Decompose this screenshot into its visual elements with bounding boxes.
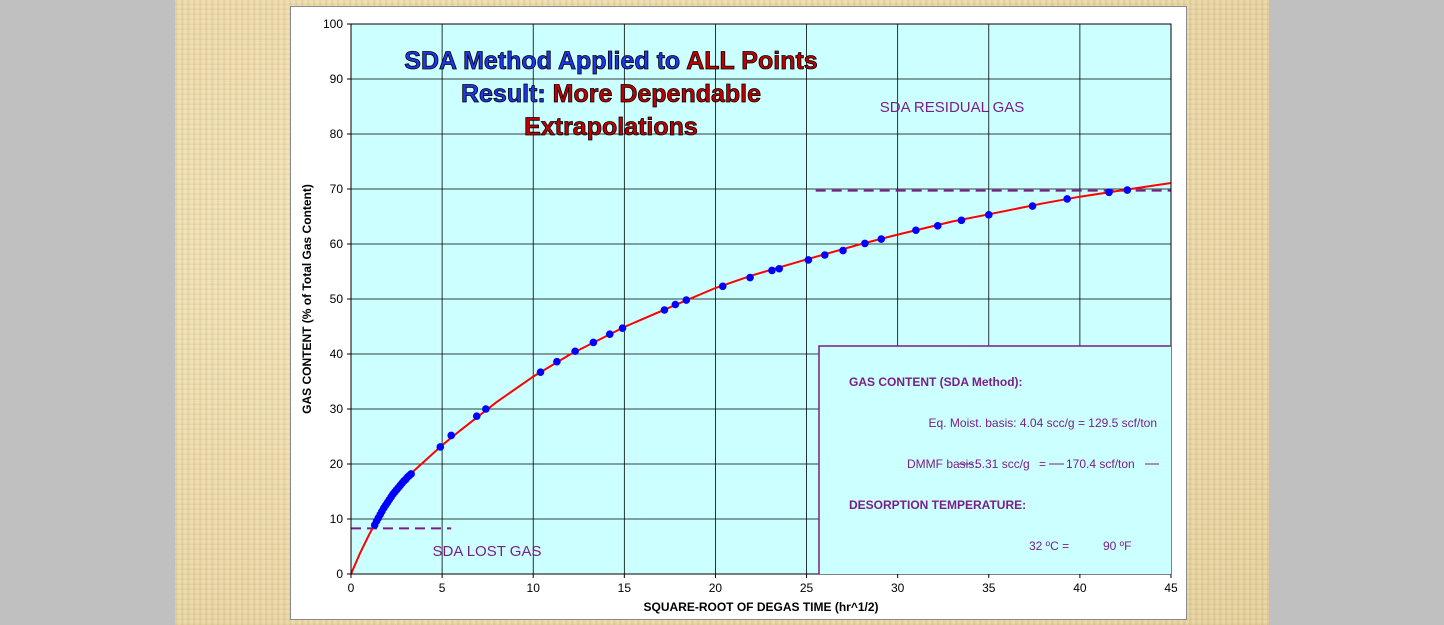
data-point xyxy=(861,239,869,248)
x-tick-label: 15 xyxy=(618,581,632,595)
data-point xyxy=(605,330,614,339)
title-segment: Extrapolations xyxy=(524,113,698,141)
info-box-dmmf-scf: 170.4 scf/ton xyxy=(1066,457,1135,471)
data-point xyxy=(589,338,598,347)
y-tick-label: 60 xyxy=(330,237,344,251)
data-point xyxy=(984,211,993,219)
y-tick-label: 50 xyxy=(330,292,344,306)
info-box-temp-celsius: 32 ºC = xyxy=(1029,539,1069,553)
y-tick-label: 80 xyxy=(330,127,344,141)
info-box-temp-fahrenheit: 90 ºF xyxy=(1103,539,1131,553)
y-tick-labels: 0 10 20 30 40 50 60 70 80 90 100 xyxy=(323,17,343,581)
y-tick-label: 30 xyxy=(330,402,344,416)
title-line-1: SDA Method Applied to ALL Points xyxy=(404,47,817,75)
data-point xyxy=(933,222,942,230)
data-point xyxy=(957,216,966,225)
title-segment: SDA Method Applied to xyxy=(404,47,686,75)
data-point xyxy=(553,357,561,366)
info-box-dmmf-scc: 5.31 scc/g xyxy=(975,457,1030,471)
residual-gas-label: SDA RESIDUAL GAS xyxy=(880,99,1025,116)
y-tick-label: 100 xyxy=(323,17,343,31)
info-box-eq-moist-row: Eq. Moist. basis: 4.04 scc/g = 129.5 scf… xyxy=(929,416,1157,430)
data-point xyxy=(660,306,669,314)
data-point xyxy=(746,273,754,282)
x-tick-label: 10 xyxy=(527,581,541,595)
data-point xyxy=(839,246,847,255)
x-axis-label: SQUARE-ROOT OF DEGAS TIME (hr^1/2) xyxy=(643,600,878,614)
data-point xyxy=(447,431,456,440)
data-point xyxy=(804,256,813,264)
y-tick-label: 70 xyxy=(330,182,344,196)
data-point xyxy=(571,347,579,356)
data-point xyxy=(671,300,680,309)
x-tick-label: 0 xyxy=(348,581,355,595)
title-segment: More Dependable xyxy=(553,80,761,108)
data-point xyxy=(618,324,627,332)
info-box-background xyxy=(819,346,1171,574)
y-tick-label: 0 xyxy=(336,567,343,581)
data-point xyxy=(407,470,415,478)
data-point xyxy=(682,296,691,304)
x-tick-label: 35 xyxy=(982,581,996,595)
title-line-2: Result: More Dependable xyxy=(461,80,761,108)
x-tick-label: 30 xyxy=(891,581,905,595)
data-points xyxy=(370,186,1132,529)
x-tick-label: 40 xyxy=(1073,581,1087,595)
y-tick-label: 10 xyxy=(330,512,344,526)
y-tick-label: 90 xyxy=(330,72,344,86)
data-point xyxy=(1105,188,1113,197)
chart-frame: 0 5 10 15 20 25 30 35 40 45 0 10 20 30 40 50 60 70 80 90 10… xyxy=(290,6,1187,620)
x-tick-label: 45 xyxy=(1164,581,1178,595)
y-tick-label: 20 xyxy=(330,457,344,471)
data-point xyxy=(912,226,920,235)
info-box-dmmf-eq: = xyxy=(1039,457,1046,471)
data-point xyxy=(1123,186,1132,194)
x-tick-label: 20 xyxy=(709,581,723,595)
lost-gas-label: SDA LOST GAS xyxy=(433,543,542,560)
gas-content-chart: 0 5 10 15 20 25 30 35 40 45 0 10 20 30 40 50 60 70 80 90 10… xyxy=(300,17,1178,614)
y-tick-label: 40 xyxy=(330,347,344,361)
x-tick-label: 5 xyxy=(439,581,446,595)
data-point xyxy=(820,251,829,259)
data-point xyxy=(1028,202,1037,210)
info-box-border xyxy=(818,345,1171,574)
data-point xyxy=(877,235,886,243)
data-point xyxy=(1063,195,1071,203)
info-box-dmmf-label: DMMF basis: xyxy=(907,457,978,471)
data-point xyxy=(768,266,776,275)
title-line-3: Extrapolations xyxy=(524,113,698,141)
info-box-heading: GAS CONTENT (SDA Method): xyxy=(849,375,1023,389)
data-point xyxy=(482,405,490,413)
x-tick-label: 25 xyxy=(800,581,814,595)
y-axis-label: GAS CONTENT (% of Total Gas Content) xyxy=(300,184,314,414)
title-segment: Result: xyxy=(461,80,553,108)
data-point xyxy=(436,443,445,451)
info-box-temperature-heading: DESORPTION TEMPERATURE: xyxy=(849,498,1026,512)
data-point xyxy=(775,264,784,273)
title-segment: ALL Points xyxy=(686,47,817,75)
data-point xyxy=(718,282,727,291)
x-tick-labels: 0 5 10 15 20 25 30 35 40 45 xyxy=(348,581,1178,595)
plot-border xyxy=(350,23,1172,575)
gas-content-info-box: GAS CONTENT (SDA Method): Eq. Moist. bas… xyxy=(818,345,1171,574)
data-point xyxy=(536,368,545,376)
data-point xyxy=(472,412,481,420)
